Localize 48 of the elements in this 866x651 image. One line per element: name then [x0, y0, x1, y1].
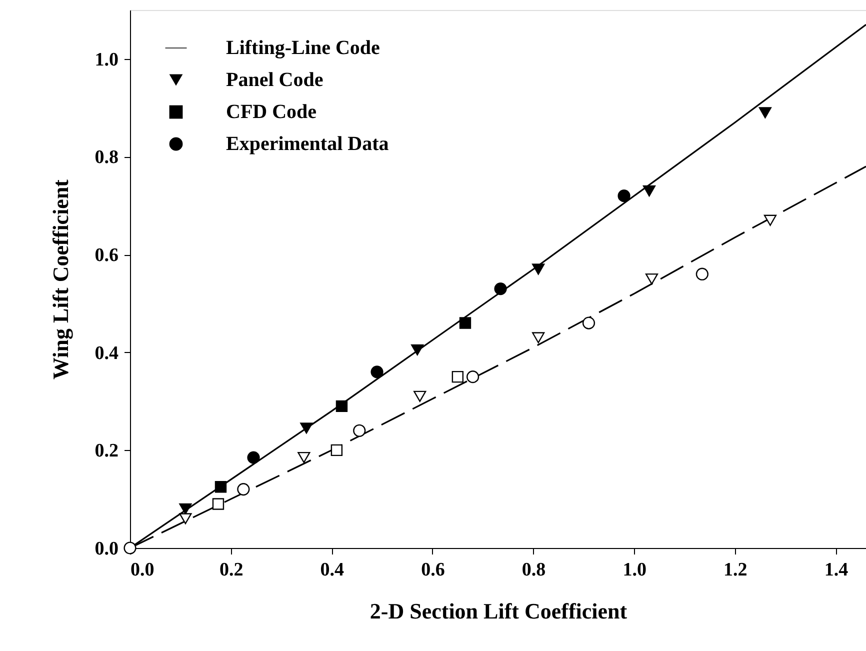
y-tick-label: 0.0: [94, 538, 118, 560]
point: [452, 370, 464, 383]
y-tick-label: 1.0: [94, 49, 118, 70]
legend-label: Experimental Data: [226, 133, 389, 155]
legend-label: CFD Code: [226, 101, 317, 123]
x-tick-label: 0.0: [130, 560, 154, 580]
x-tick-label: 1.4: [824, 560, 849, 580]
point: [212, 498, 224, 510]
x-tick-label: 0.2: [219, 560, 244, 580]
point: [300, 422, 313, 434]
x-tick-label: 1.2: [724, 560, 748, 580]
point: [459, 317, 472, 329]
y-tick-label: 0.8: [94, 147, 118, 168]
y-tick-label: 0.4: [94, 342, 119, 364]
point: [764, 214, 777, 226]
point: [370, 366, 384, 378]
x-tick-label: 0.4: [320, 560, 345, 580]
point: [494, 282, 507, 296]
x-tick-label: 0.6: [421, 560, 445, 580]
point: [179, 513, 192, 524]
point: [645, 273, 658, 285]
point: [532, 264, 545, 275]
x-tick-label: 0.8: [522, 560, 546, 580]
point: [179, 503, 192, 514]
point: [642, 185, 656, 196]
legend-label: Panel Code: [226, 69, 324, 91]
point: [336, 400, 348, 412]
y-tick-label: 0.2: [94, 440, 118, 462]
point: [532, 332, 545, 344]
point: [618, 190, 630, 202]
point: [330, 444, 343, 456]
x-axis-title: 2-D Section Lift Coefficient: [370, 598, 628, 624]
point: [696, 268, 708, 280]
point: [414, 390, 426, 402]
point: [237, 483, 250, 496]
point: [124, 542, 136, 554]
y-tick-label: 0.6: [94, 245, 118, 266]
point: [214, 481, 227, 493]
point: [298, 452, 310, 464]
x-tick-label: 1.0: [622, 560, 646, 580]
point: [353, 424, 366, 437]
point: [758, 107, 772, 118]
y-axis-title: Wing Lift Coefficient: [48, 178, 73, 380]
legend-label: Lifting-Line Code: [226, 37, 380, 59]
point: [411, 344, 424, 356]
point: [247, 451, 260, 464]
point: [582, 316, 596, 330]
point: [466, 370, 480, 384]
